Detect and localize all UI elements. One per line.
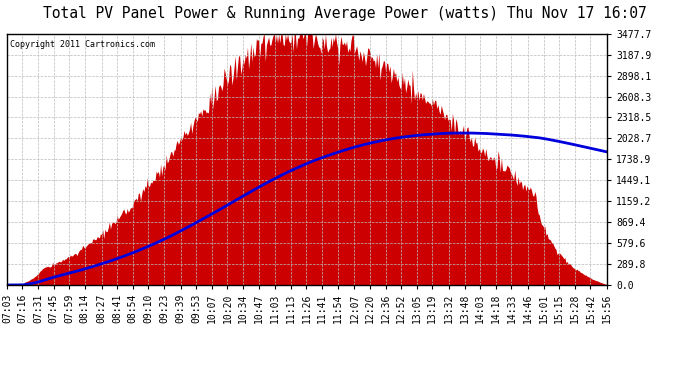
Text: Copyright 2011 Cartronics.com: Copyright 2011 Cartronics.com <box>10 40 155 49</box>
Text: Total PV Panel Power & Running Average Power (watts) Thu Nov 17 16:07: Total PV Panel Power & Running Average P… <box>43 6 647 21</box>
